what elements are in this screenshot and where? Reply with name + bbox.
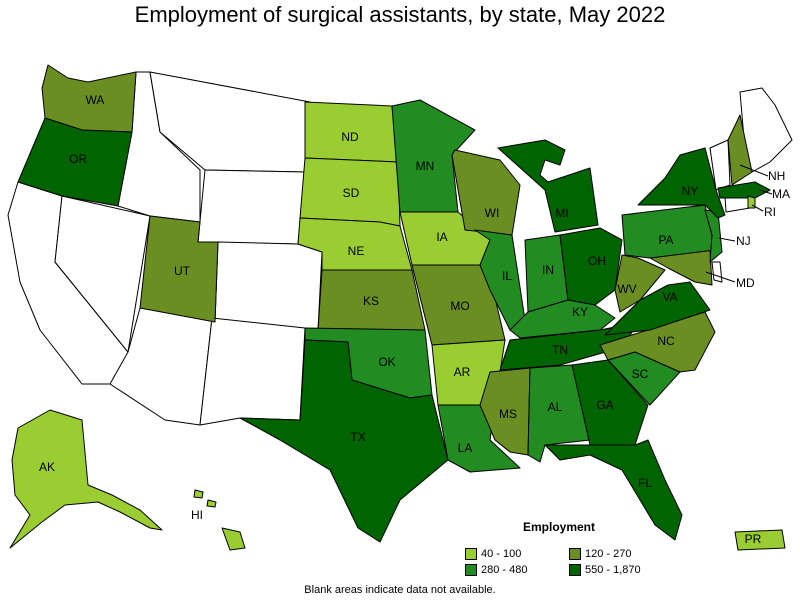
state-pa[interactable] [621,204,716,259]
state-vt[interactable] [709,139,731,191]
state-ga[interactable] [571,359,649,446]
label-ma: MA [772,187,790,201]
footnote: Blank areas indicate data not available. [304,584,496,596]
state-ri[interactable] [747,195,756,209]
state-ky[interactable] [509,299,616,339]
label-nd: ND [341,130,359,144]
label-pr: PR [745,532,762,546]
state-tx[interactable] [239,339,449,543]
state-wv[interactable] [614,254,666,313]
label-ak: AK [39,460,55,474]
label-ia: IA [436,230,447,244]
legend-title: Employment [523,520,596,534]
label-or: OR [69,152,87,166]
state-or[interactable] [17,117,133,207]
state-fl[interactable] [544,439,683,541]
legend-item-280-480: 280 - 480 [465,564,527,576]
legend-label: 280 - 480 [481,564,528,576]
label-pa: PA [658,233,673,247]
label-ny: NY [682,184,699,198]
legend-swatch [569,548,581,560]
territory-pr[interactable] [734,529,786,551]
leader-md [705,271,736,283]
label-sc: SC [632,367,649,381]
label-mi: MI [555,206,568,220]
label-ga: GA [596,398,613,412]
label-nh: NH [768,169,785,183]
label-ok: OK [378,355,395,369]
label-la: LA [458,441,473,455]
legend-item-120-270: 120 - 270 [569,548,631,560]
label-ms: MS [499,407,517,421]
label-mn: MN [416,159,435,173]
state-ma[interactable] [717,181,771,199]
legend-swatch [465,564,477,576]
label-nj: NJ [736,234,751,248]
label-wv: WV [617,282,636,296]
state-hi[interactable] [221,527,246,551]
legend-swatch [465,548,477,560]
label-in: IN [542,263,554,277]
legend-label: 120 - 270 [585,548,632,560]
legend-label: 40 - 100 [481,548,522,560]
state-mo[interactable] [411,264,506,346]
label-al: AL [548,400,563,414]
state-nm[interactable] [199,317,306,426]
label-mo: MO [450,299,469,313]
leader-ma [759,189,773,195]
state-ak[interactable] [9,409,163,549]
label-tx: TX [350,430,365,444]
state-de[interactable] [711,261,723,283]
label-ks: KS [363,294,379,308]
label-wi: WI [485,206,500,220]
leader-nj [718,237,736,242]
legend-swatch [569,564,581,576]
state-co[interactable] [214,241,323,331]
legend-label: 550 - 1,870 [585,564,641,576]
label-tn: TN [552,343,568,357]
state-ny[interactable] [637,147,726,219]
label-wa: WA [86,93,105,107]
legend-item-40-100: 40 - 100 [465,548,521,560]
leader-ri [751,204,764,212]
state-nc[interactable] [599,311,716,373]
label-sd: SD [343,186,360,200]
label-hi: HI [191,508,203,522]
label-ky: KY [572,305,588,319]
label-oh: OH [588,254,606,268]
state-ut[interactable] [139,215,219,323]
label-va: VA [662,290,677,304]
label-ne: NE [348,244,365,258]
state-mi[interactable] [497,139,599,233]
state-hi-islands[interactable] [193,489,217,508]
label-il: IL [502,269,512,283]
label-md: MD [736,276,755,290]
label-nc: NC [657,334,675,348]
label-ar: AR [454,365,471,379]
leader-nh [739,164,769,177]
state-wy[interactable] [197,169,306,245]
label-ut: UT [174,264,191,278]
legend-item-550-1870: 550 - 1,870 [569,564,641,576]
map-title: Employment of surgical assistants, by st… [134,2,666,27]
state-il[interactable] [474,229,526,331]
label-fl: FL [638,476,652,490]
label-ri: RI [764,205,776,219]
